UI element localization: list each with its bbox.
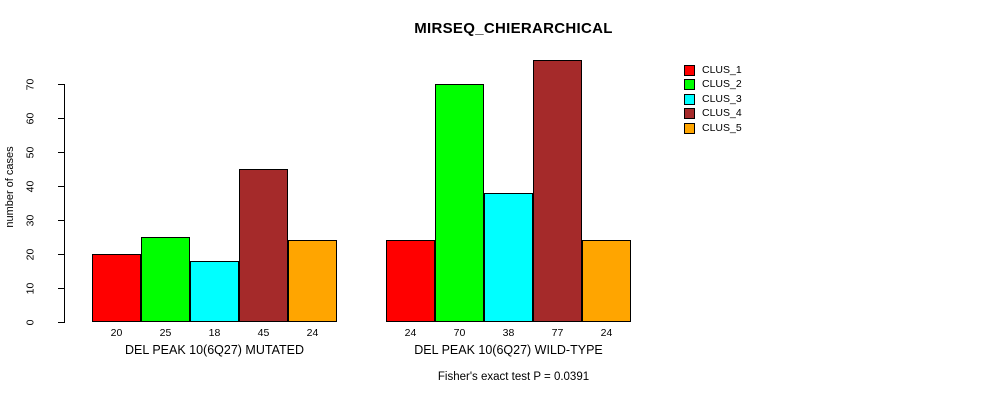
group-label: DEL PEAK 10(6Q27) WILD-TYPE xyxy=(414,343,603,357)
legend-label: CLUS_3 xyxy=(702,92,742,105)
y-tick xyxy=(58,152,64,153)
bar-value-label: 20 xyxy=(110,327,123,339)
y-tick xyxy=(58,118,64,119)
legend-label: CLUS_4 xyxy=(702,107,742,120)
bar xyxy=(386,240,435,322)
bar-value-label: 24 xyxy=(306,327,319,339)
bar-value-label: 24 xyxy=(600,327,613,339)
legend-item: CLUS_2 xyxy=(684,78,742,91)
y-axis-label: number of cases xyxy=(4,146,16,228)
bar xyxy=(190,260,239,322)
bar-value-label: 25 xyxy=(159,327,172,339)
bar-value-label: 70 xyxy=(453,327,466,339)
bar xyxy=(435,84,484,322)
y-tick xyxy=(58,186,64,187)
bar xyxy=(92,254,141,322)
y-tick xyxy=(58,254,64,255)
legend-swatch xyxy=(684,108,695,120)
bar-value-label: 77 xyxy=(551,327,564,339)
legend-swatch xyxy=(684,65,695,76)
chart-title: MIRSEQ_CHIERARCHICAL xyxy=(414,20,613,37)
legend-label: CLUS_2 xyxy=(702,78,742,91)
y-tick xyxy=(58,220,64,221)
bar xyxy=(533,60,582,322)
bar xyxy=(582,240,631,322)
legend-item: CLUS_4 xyxy=(684,107,742,120)
bar xyxy=(141,237,190,322)
bar-value-label: 18 xyxy=(208,327,221,339)
y-tick xyxy=(58,322,64,323)
legend: CLUS_1 CLUS_2 CLUS_3 CLUS_4 CLUS_5 xyxy=(684,65,742,137)
bar-value-label: 45 xyxy=(257,327,270,339)
legend-item: CLUS_1 xyxy=(684,65,742,76)
legend-label: CLUS_1 xyxy=(702,64,742,76)
group-label: DEL PEAK 10(6Q27) MUTATED xyxy=(125,343,304,357)
y-tick xyxy=(58,288,64,289)
legend-item: CLUS_3 xyxy=(684,92,742,105)
legend-swatch xyxy=(684,93,695,105)
legend-label: CLUS_5 xyxy=(702,121,742,134)
bar xyxy=(239,169,288,322)
y-tick xyxy=(58,84,64,85)
bar xyxy=(484,192,533,322)
legend-swatch xyxy=(684,122,695,134)
legend-swatch xyxy=(684,79,695,91)
y-axis-line xyxy=(64,84,65,323)
fisher-test-annotation: Fisher's exact test P = 0.0391 xyxy=(437,371,590,383)
bar-value-label: 24 xyxy=(404,327,417,339)
y-tick-label: 70 xyxy=(24,78,37,90)
bar-value-label: 38 xyxy=(502,327,515,339)
legend-item: CLUS_5 xyxy=(684,121,742,134)
bar xyxy=(288,240,337,322)
